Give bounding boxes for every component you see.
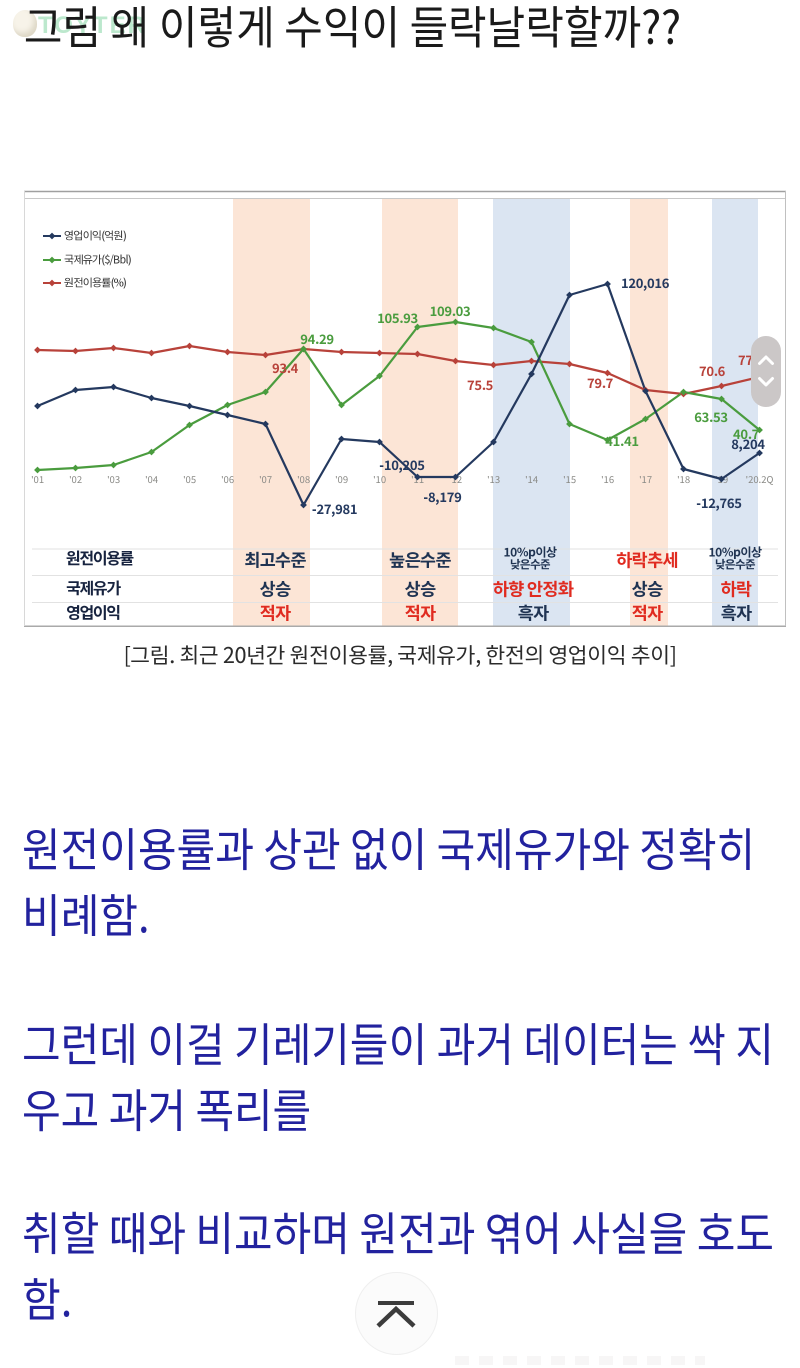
svg-text:79.7: 79.7 [587,373,614,392]
svg-text:10%p이상: 10%p이상 [503,544,556,561]
svg-text:'10: '10 [373,472,386,486]
svg-text:63.53: 63.53 [694,407,727,426]
svg-text:-8,179: -8,179 [424,487,462,506]
svg-text:41.41: 41.41 [605,431,638,450]
svg-text:'16: '16 [601,472,614,486]
svg-text:적자: 적자 [632,601,664,626]
svg-text:흑자: 흑자 [518,601,550,626]
svg-text:'14: '14 [525,472,538,486]
svg-text:120,016: 120,016 [621,273,670,292]
svg-text:원전이용률: 원전이용률 [66,545,135,569]
svg-text:-27,981: -27,981 [312,499,357,518]
svg-text:93.4: 93.4 [272,358,299,377]
svg-text:영업이익: 영업이익 [66,600,120,624]
svg-text:하락추세: 하락추세 [616,548,678,573]
svg-text:105.93: 105.93 [377,308,418,327]
svg-text:'02: '02 [69,472,82,486]
svg-text:-10,205: -10,205 [379,455,424,474]
svg-text:'08: '08 [297,472,310,486]
svg-text:'06: '06 [221,472,234,486]
svg-text:상승: 상승 [260,577,291,602]
svg-text:영업이익(억원): 영업이익(억원) [64,228,126,244]
svg-text:109.03: 109.03 [430,301,471,320]
svg-text:10%p이상: 10%p이상 [708,544,761,561]
svg-text:적자: 적자 [260,601,292,626]
svg-text:국제유가($/Bbl): 국제유가($/Bbl) [64,252,131,268]
svg-text:-12,765: -12,765 [696,493,741,512]
svg-text:원전이용률(%): 원전이용률(%) [64,275,126,291]
svg-text:국제유가: 국제유가 [66,575,121,599]
svg-text:'15: '15 [563,472,576,486]
svg-text:70.6: 70.6 [699,361,726,380]
svg-text:'18: '18 [677,472,690,486]
svg-text:낮은수준: 낮은수준 [510,557,550,573]
svg-text:'20.2Q: '20.2Q [745,472,773,486]
svg-text:'13: '13 [487,472,500,486]
svg-text:94.29: 94.29 [300,329,333,348]
svg-text:높은수준: 높은수준 [389,548,451,573]
svg-text:8,204: 8,204 [731,434,765,453]
svg-text:적자: 적자 [405,601,437,626]
svg-text:'03: '03 [107,472,120,486]
svg-text:흑자: 흑자 [721,601,753,626]
svg-text:'01: '01 [31,472,44,486]
svg-text:'17: '17 [639,472,652,486]
svg-text:최고수준: 최고수준 [244,548,306,573]
svg-text:하락: 하락 [721,577,752,602]
svg-text:40.7: 40.7 [733,424,760,443]
svg-text:'05: '05 [183,472,196,486]
svg-text:하향 안정화: 하향 안정화 [493,577,574,602]
svg-text:상승: 상승 [632,577,663,602]
svg-text:상승: 상승 [405,577,436,602]
svg-text:'07: '07 [259,472,272,486]
svg-text:'09: '09 [335,472,348,486]
svg-text:'04: '04 [145,472,158,486]
svg-text:75.5: 75.5 [467,375,493,394]
svg-text:낮은수준: 낮은수준 [715,557,755,573]
